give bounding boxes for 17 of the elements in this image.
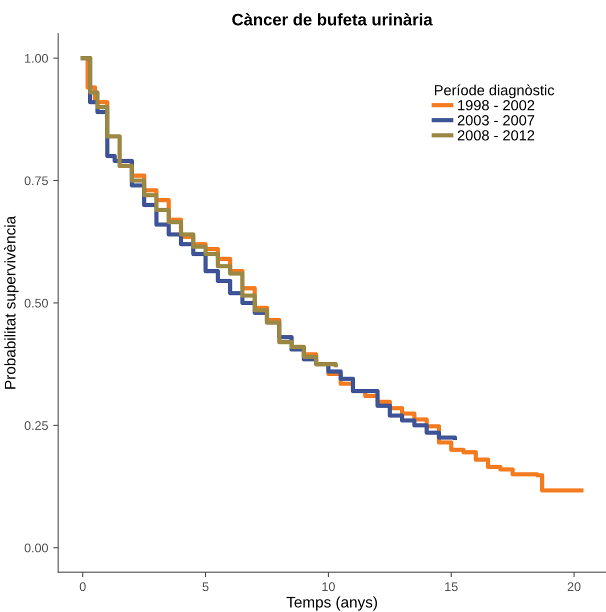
x-tick-label: 10 [322,582,335,592]
y-axis-title: Probabilitat supervivència [4,216,19,389]
legend-label: 1998 - 2002 [458,100,534,110]
y-tick-label: 0.50 [24,298,48,308]
x-tick-label: 0 [80,582,86,592]
legend-label: 2008 - 2012 [458,130,534,141]
y-tick-label: 0.00 [24,544,48,552]
x-axis-title: Temps (anys) [286,596,377,611]
x-tick-label: 20 [568,582,581,592]
chart-title: Càncer de bufeta urinària [232,13,433,26]
legend-title: Període diagnòstic [434,84,554,98]
x-tick-label: 5 [202,582,209,592]
x-tick-label: 15 [445,582,458,592]
y-tick-label: 0.25 [24,421,48,430]
y-tick-label: 1.00 [25,54,48,63]
legend-label: 2003 - 2007 [458,115,534,126]
y-tick-label: 0.75 [24,176,48,186]
